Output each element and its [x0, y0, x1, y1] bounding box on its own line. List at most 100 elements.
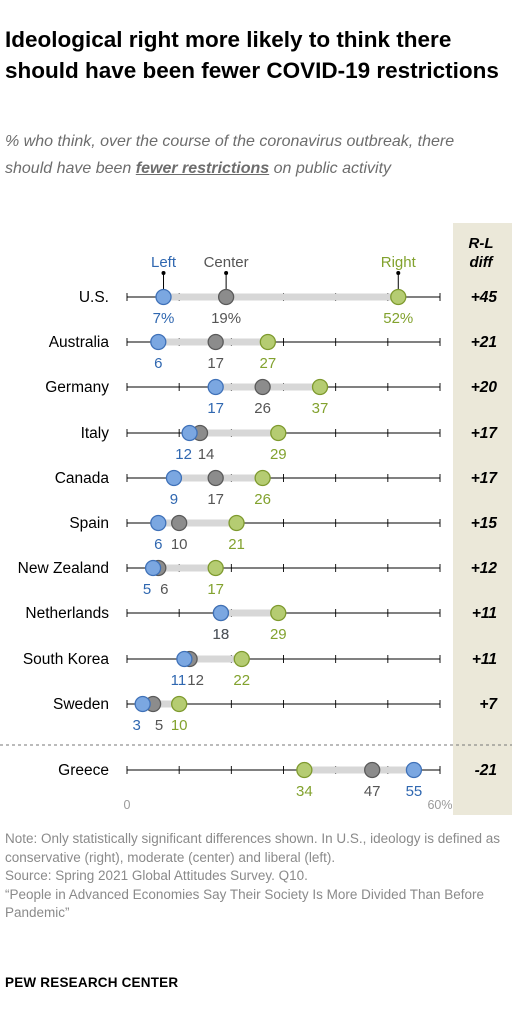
data-label-left: 55 [406, 783, 423, 800]
data-label-center: 12 [187, 672, 204, 689]
dot-right [171, 695, 188, 713]
data-label-left: 6 [154, 355, 162, 372]
dot-right [259, 333, 277, 351]
notes: Note: Only statistically significant dif… [5, 830, 505, 923]
data-label-left: 7% [153, 310, 175, 327]
data-label-center: 17 [207, 491, 224, 508]
x-tick-label: 60% [427, 798, 452, 812]
diff-value: +11 [472, 605, 497, 622]
data-label-left: 12 [175, 446, 192, 463]
data-label-right: 10 [171, 717, 188, 734]
data-label-center: 47 [364, 783, 381, 800]
country-label: Australia [49, 334, 110, 351]
dot-plot: R-L diff Left Center Right U.S. 7% 19% 52% +45 Aus… [0, 223, 512, 815]
diff-header-line1: R-L [469, 235, 494, 252]
data-label-center: 5 [155, 717, 163, 734]
data-label-right: 27 [260, 355, 277, 372]
legend-pointer-dot-left [161, 271, 166, 275]
diff-value: +17 [471, 425, 499, 442]
diff-value: +11 [472, 651, 497, 668]
diff-value: +45 [471, 289, 498, 306]
diff-value: +7 [479, 696, 498, 713]
subtitle-text: % who think, over the course of the coro… [5, 133, 455, 177]
dot-center [217, 288, 235, 306]
legend-label-right: Right [381, 254, 417, 271]
data-label-center: 6 [160, 581, 168, 598]
dot-right [270, 424, 287, 442]
dot-left [144, 559, 162, 577]
data-label-left: 18 [213, 626, 230, 643]
dot-left [134, 695, 151, 713]
country-label: Germany [45, 379, 109, 396]
legend-label-left: Left [151, 254, 177, 271]
dot-right [270, 604, 287, 622]
data-label-center: 19% [211, 310, 241, 327]
data-label-right: 21 [228, 536, 245, 553]
data-label-left: 11 [171, 672, 187, 689]
dot-right [228, 514, 245, 532]
dot-left [207, 378, 224, 396]
diff-value: +17 [471, 470, 499, 487]
subtitle-text-end: on public activity [269, 160, 392, 177]
data-label-right: 29 [270, 446, 287, 463]
data-label-left: 6 [154, 536, 162, 553]
diff-value: +12 [471, 560, 498, 577]
legend-pointer-dot-center [224, 271, 229, 275]
subtitle-highlight: fewer restrictions [135, 160, 270, 177]
dot-right [233, 650, 250, 668]
diff-value: -21 [475, 762, 497, 779]
dot-left [150, 514, 167, 532]
chart-subtitle: % who think, over the course of the coro… [5, 128, 505, 182]
dot-center [171, 514, 188, 532]
data-label-left: 9 [170, 491, 178, 508]
dot-center [364, 761, 381, 779]
data-label-right: 29 [270, 626, 287, 643]
dot-right [207, 559, 224, 577]
data-label-left: 5 [143, 581, 151, 598]
country-label: Sweden [53, 696, 109, 713]
dot-left [212, 604, 230, 622]
data-label-right: 26 [254, 491, 271, 508]
country-label: Italy [81, 425, 110, 442]
report-title: “People in Advanced Economies Say Their … [5, 886, 485, 921]
dot-center [207, 333, 224, 351]
data-label-center: 18 [213, 626, 230, 643]
country-label: Greece [58, 762, 109, 779]
data-label-right: 17 [207, 581, 224, 598]
chart-title: Ideological right more likely to think t… [5, 27, 499, 83]
data-label-right: 34 [296, 783, 313, 800]
dot-left [150, 333, 167, 351]
data-label-right: 52% [383, 310, 413, 327]
data-label-center: 14 [198, 446, 215, 463]
dot-right [254, 469, 271, 487]
source-text: Source: Spring 2021 Global Attitudes Sur… [5, 868, 308, 884]
diff-value: +20 [471, 379, 498, 396]
dot-right [296, 761, 313, 779]
diff-value: +21 [471, 334, 497, 351]
country-label: Netherlands [25, 605, 109, 622]
legend-pointer-dot-right [396, 271, 401, 275]
dot-left [181, 424, 198, 442]
data-label-right: 22 [233, 672, 250, 689]
dot-left [165, 469, 183, 487]
dot-left [155, 288, 172, 306]
dot-right [390, 288, 407, 306]
dot-left [405, 761, 423, 779]
diff-column-band [453, 223, 512, 815]
data-label-center: 26 [254, 400, 271, 417]
dot-center [254, 378, 271, 396]
country-label: New Zealand [18, 560, 109, 577]
diff-value: +15 [471, 515, 498, 532]
dot-left [176, 650, 193, 668]
dot-center [207, 469, 224, 487]
data-label-center: 10 [171, 536, 188, 553]
data-label-left: 17 [207, 400, 224, 417]
x-tick-label: 0 [124, 798, 131, 812]
country-label: U.S. [79, 289, 109, 306]
note-text: Note: Only statistically significant dif… [5, 831, 500, 865]
data-label-right: 37 [312, 400, 329, 417]
country-label: South Korea [23, 651, 110, 668]
brand-logo-text: PEW RESEARCH CENTER [5, 975, 179, 990]
dot-right [311, 378, 329, 396]
data-label-center: 17 [207, 355, 224, 372]
